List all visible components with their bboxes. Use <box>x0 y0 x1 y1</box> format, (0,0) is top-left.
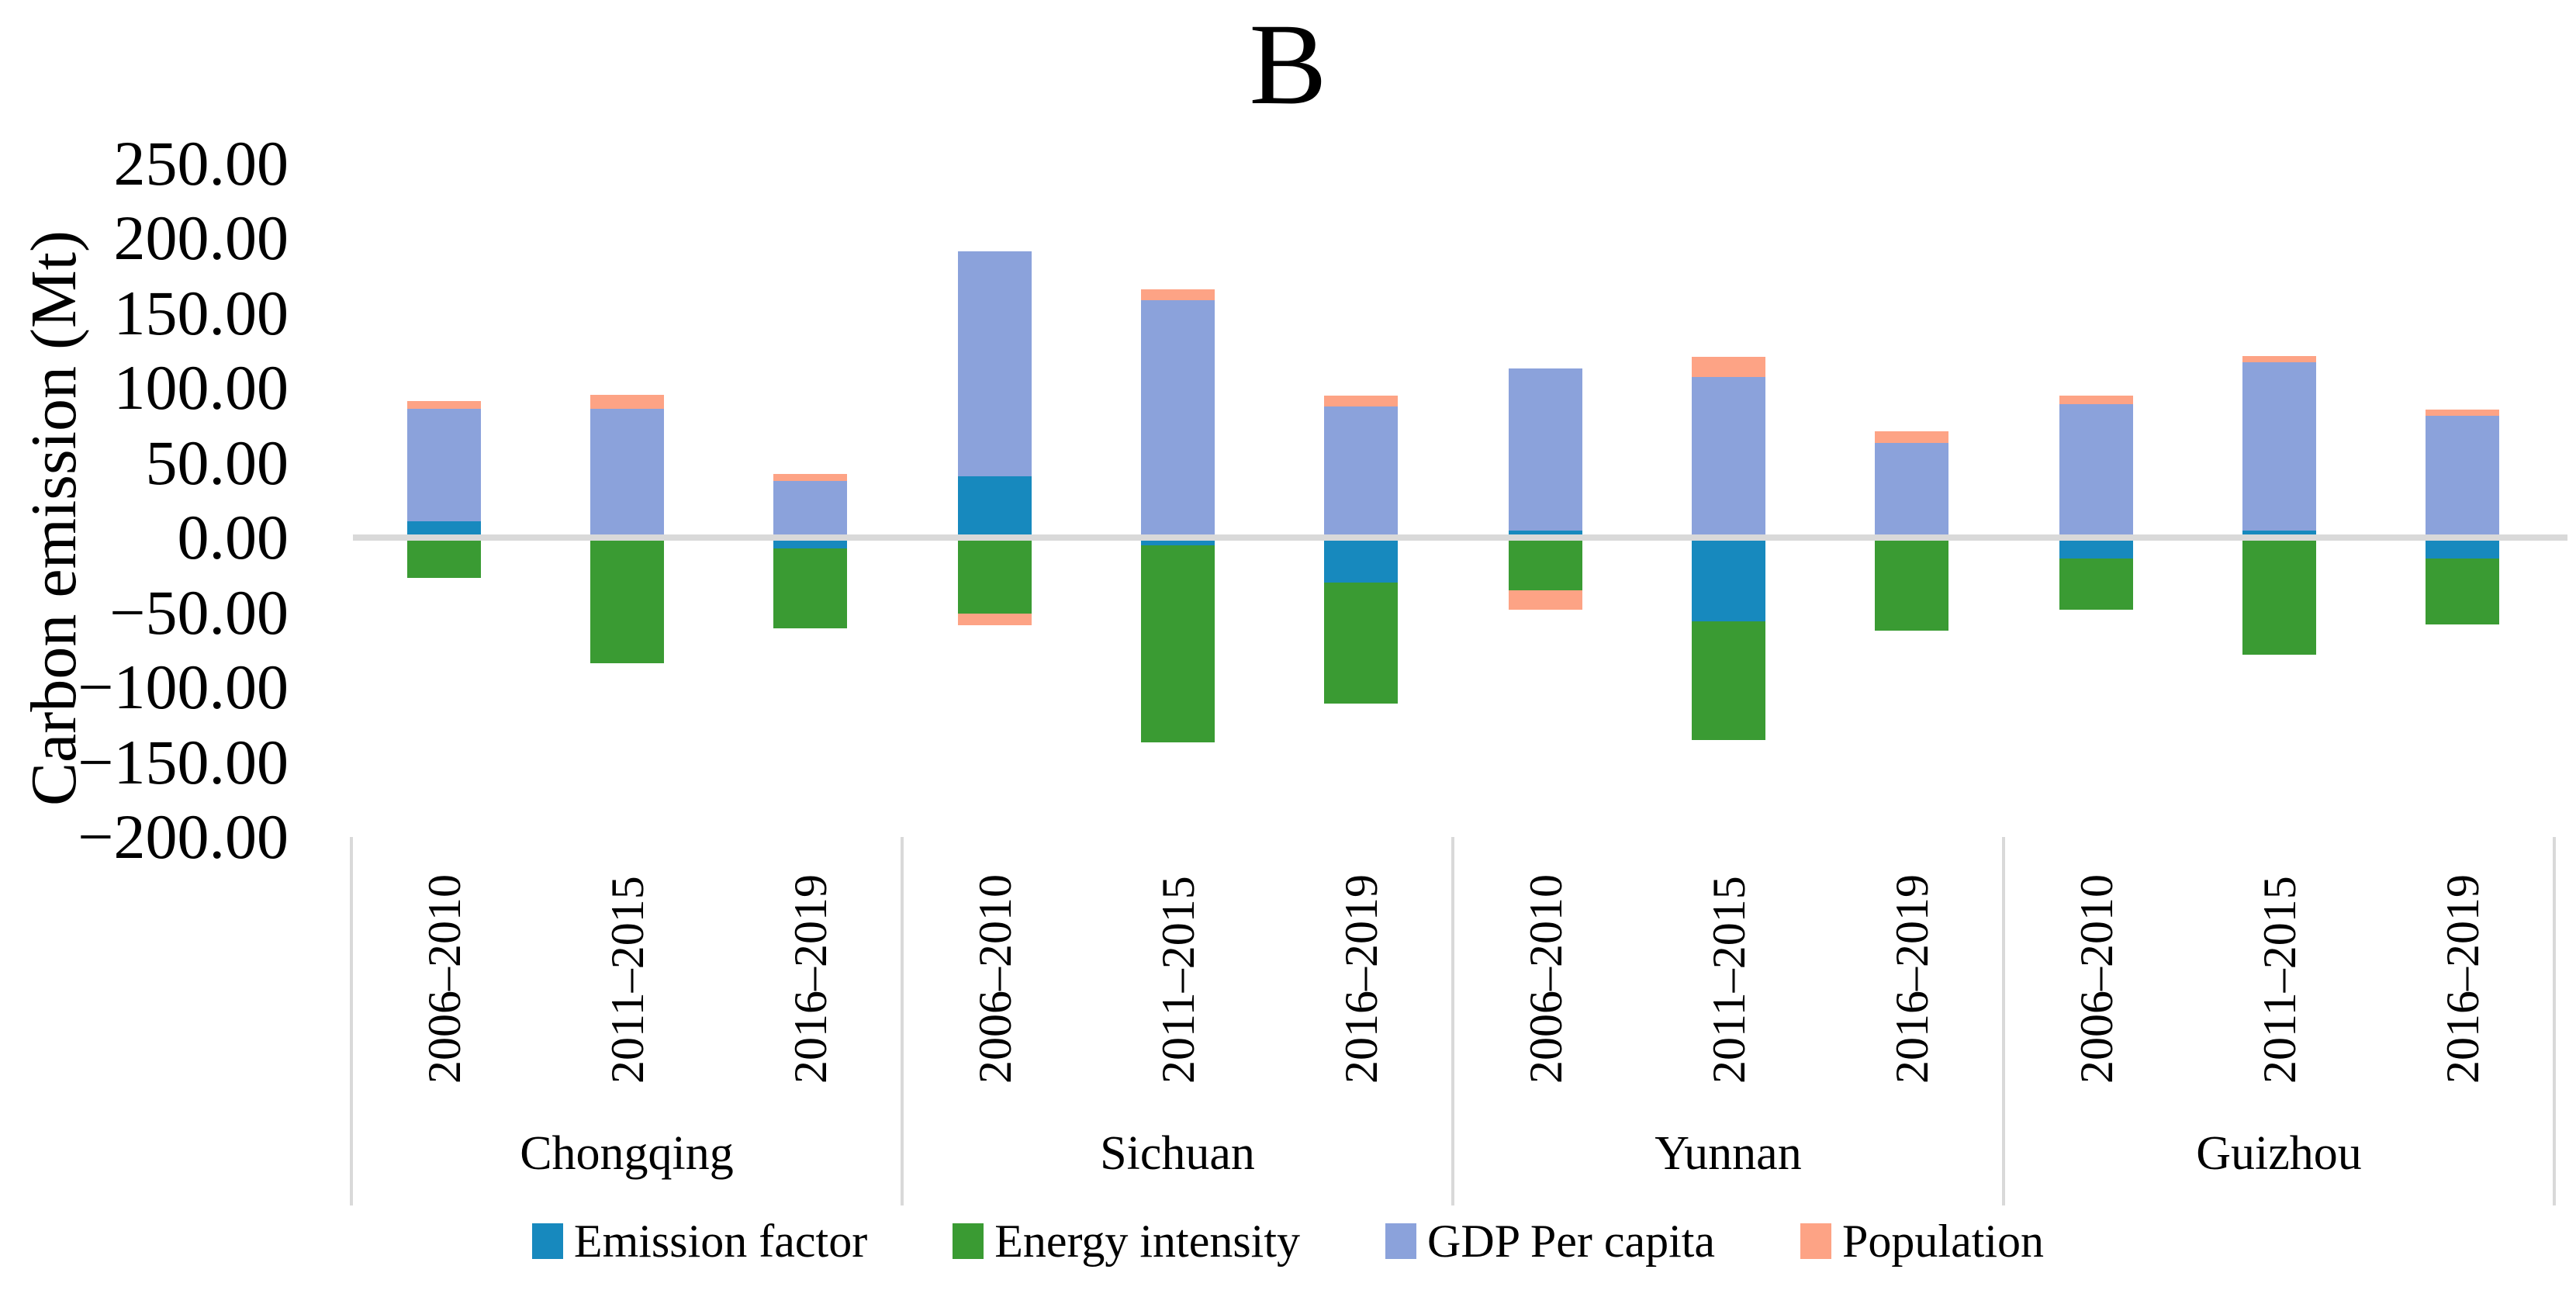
legend-label: Energy intensity <box>994 1216 1301 1267</box>
category-divider-tick <box>1451 837 1454 1205</box>
bar-segment-population <box>2426 409 2499 416</box>
bar-segment-gdp-per-capita <box>2426 415 2499 538</box>
bar-segment-gdp-per-capita <box>773 480 847 538</box>
legend-swatch-gdp-per-capita <box>1385 1223 1417 1259</box>
category-divider-tick <box>350 837 353 1205</box>
bar-segment-energy-intensity <box>958 538 1032 614</box>
bar-segment-population <box>1509 590 1582 610</box>
bar-segment-energy-intensity <box>2059 559 2133 610</box>
y-tick-label: −150.00 <box>78 726 289 797</box>
bar-segment-gdp-per-capita <box>1875 443 1948 538</box>
bar-segment-population <box>590 394 664 409</box>
bar-segment-population <box>958 614 1032 625</box>
bar-segment-energy-intensity <box>2242 538 2316 655</box>
legend-item: Energy intensity <box>953 1218 1300 1264</box>
legend: Emission factor Energy intensity GDP Per c… <box>0 1218 2576 1264</box>
bar-segment-population <box>1692 357 1765 378</box>
y-tick-label: 0.00 <box>177 502 289 572</box>
category-divider-tick <box>2002 837 2005 1205</box>
bar-segment-population <box>407 401 481 409</box>
x-axis-period-label: 2016–2019 <box>1886 874 1938 1084</box>
bar-segment-energy-intensity <box>407 538 481 579</box>
bar-segment-emission-factor <box>1324 538 1398 583</box>
y-tick-label: −50.00 <box>109 576 289 648</box>
bar-segment-gdp-per-capita <box>407 409 481 521</box>
x-axis-group-label: Guizhou <box>2196 1127 2362 1180</box>
bar-segment-population <box>1875 431 1948 444</box>
y-tick-label: 200.00 <box>113 202 289 273</box>
bar-segment-emission-factor <box>1141 538 1215 545</box>
y-tick-label: 250.00 <box>113 127 289 199</box>
x-axis-period-label: 2011–2015 <box>1703 876 1755 1084</box>
legend-item: Emission factor <box>531 1216 868 1267</box>
bar-segment-gdp-per-capita <box>1324 406 1398 538</box>
bar-segment-emission-factor <box>2059 538 2133 559</box>
bar-segment-gdp-per-capita <box>2059 404 2133 538</box>
bar-segment-population <box>1141 289 1215 301</box>
x-axis-group-label: Chongqing <box>520 1127 734 1180</box>
x-axis-period-label: 2006–2010 <box>418 874 470 1084</box>
x-axis-group-label: Yunnan <box>1655 1127 1802 1180</box>
bar-segment-energy-intensity <box>1509 538 1582 590</box>
bar-segment-energy-intensity <box>773 548 847 628</box>
x-axis-period-label: 2011–2015 <box>2253 876 2305 1084</box>
x-axis-period-label: 2006–2010 <box>969 874 1021 1084</box>
bar-segment-gdp-per-capita <box>958 251 1032 476</box>
bar-segment-gdp-per-capita <box>2242 362 2316 531</box>
bar-segment-gdp-per-capita <box>590 409 664 538</box>
x-axis-period-label: 2016–2019 <box>1335 874 1387 1084</box>
bar-segment-emission-factor <box>1509 531 1582 538</box>
legend-item: GDP Per capita <box>1385 1218 1715 1264</box>
y-tick-label: 150.00 <box>113 277 289 348</box>
bar-segment-emission-factor <box>407 521 481 538</box>
legend-label: Emission factor <box>573 1216 868 1267</box>
y-tick-label: 50.00 <box>145 427 289 498</box>
category-divider-tick <box>2553 837 2556 1205</box>
bar-segment-energy-intensity <box>1875 538 1948 631</box>
chart-title: B <box>1249 0 1327 129</box>
legend-item: Population <box>1800 1218 2044 1264</box>
x-axis-period-label: 2016–2019 <box>784 874 836 1084</box>
bar-segment-emission-factor <box>958 476 1032 538</box>
legend-swatch-energy-intensity <box>953 1223 984 1259</box>
bar-segment-emission-factor <box>2426 538 2499 559</box>
bar-segment-population <box>2059 395 2133 405</box>
x-axis-period-label: 2011–2015 <box>1152 876 1204 1084</box>
bar-segment-energy-intensity <box>1141 545 1215 743</box>
bar-segment-energy-intensity <box>2426 559 2499 624</box>
bar-segment-population <box>773 473 847 481</box>
bar-segment-gdp-per-capita <box>1692 377 1765 538</box>
x-axis-group-label: Sichuan <box>1100 1127 1255 1180</box>
bar-segment-emission-factor <box>1692 538 1765 622</box>
legend-swatch-population <box>1800 1223 1832 1259</box>
bar-segment-energy-intensity <box>590 538 664 664</box>
x-axis-period-label: 2016–2019 <box>2436 874 2488 1084</box>
category-divider-tick <box>901 837 904 1205</box>
bar-segment-population <box>2242 356 2316 363</box>
y-tick-label: −200.00 <box>78 801 289 872</box>
bar-segment-energy-intensity <box>1324 582 1398 704</box>
bar-segment-gdp-per-capita <box>1509 368 1582 531</box>
bar-segment-emission-factor <box>2242 531 2316 538</box>
bar-segment-gdp-per-capita <box>1141 300 1215 538</box>
x-axis-period-label: 2011–2015 <box>601 876 653 1084</box>
bar-segment-population <box>1324 395 1398 407</box>
y-tick-label: −100.00 <box>78 652 289 722</box>
bar-segment-energy-intensity <box>1692 621 1765 740</box>
y-tick-label: 100.00 <box>113 352 289 423</box>
legend-label: GDP Per capita <box>1427 1216 1716 1267</box>
legend-swatch-emission-factor <box>531 1223 563 1259</box>
x-axis-period-label: 2006–2010 <box>1520 874 1572 1084</box>
x-axis-period-label: 2006–2010 <box>2070 874 2122 1084</box>
legend-label: Population <box>1842 1216 2045 1267</box>
x-axis-zero-line <box>353 534 2567 541</box>
